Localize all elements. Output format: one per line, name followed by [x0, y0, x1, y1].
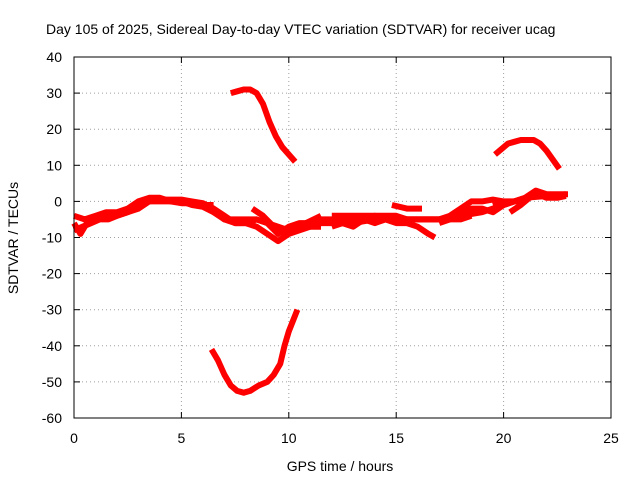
y-tick-label: -10 [42, 230, 62, 246]
series-arc-late-1 [438, 187, 568, 226]
grid-layer [74, 57, 611, 418]
x-tick-label: 15 [388, 430, 404, 446]
x-tick-label: 10 [281, 430, 297, 446]
x-tick-label: 25 [603, 430, 619, 446]
series-arc-upper-left [229, 86, 298, 164]
chart-title: Day 105 of 2025, Sidereal Day-to-day VTE… [46, 21, 555, 37]
series-arc-lower [208, 308, 301, 396]
x-axis-label: GPS time / hours [287, 458, 394, 474]
series-arc-late-2 [508, 191, 567, 215]
y-tick-label: -40 [42, 338, 62, 354]
series-arc-late-3 [491, 198, 526, 208]
y-tick-label: -20 [42, 266, 62, 282]
x-tick-label: 20 [496, 430, 512, 446]
tick-layer: 0 5 10 15 20 25 -60 -50 -40 -30 -20 -10 0 10 20 30 40 [42, 49, 619, 446]
y-tick-label: -30 [42, 302, 62, 318]
y-tick-label: 0 [54, 193, 62, 209]
x-tick-label: 0 [70, 430, 78, 446]
series-arc-main-c [72, 198, 214, 234]
y-tick-label: 10 [46, 157, 62, 173]
series-arc-segment-15 [391, 202, 422, 212]
series-arc-dip-1 [209, 206, 321, 245]
x-tick-label: 5 [178, 430, 186, 446]
y-axis-label: SDTVAR / TECUs [5, 182, 21, 294]
y-tick-label: -60 [42, 410, 62, 426]
y-tick-label: 20 [46, 121, 62, 137]
y-tick-label: -50 [42, 374, 62, 390]
y-tick-label: 30 [46, 85, 62, 101]
series-layer [71, 86, 568, 396]
series-arc-dip-2 [250, 206, 323, 237]
series-arc-upper-right [493, 137, 562, 171]
y-tick-label: 40 [46, 49, 62, 65]
series-arc-mid-1 [330, 216, 437, 241]
